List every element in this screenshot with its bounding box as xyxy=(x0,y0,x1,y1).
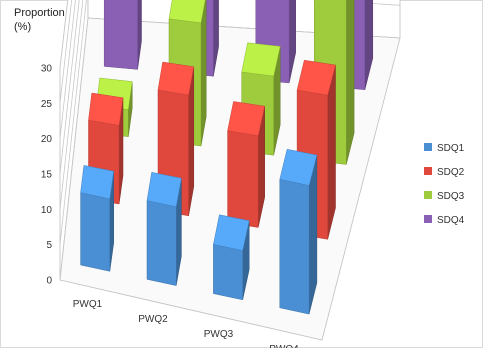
y-tick-labels: 0 5 10 15 20 25 30 xyxy=(41,64,53,287)
x-tick-label: PWQ1 xyxy=(73,299,103,310)
legend-swatch xyxy=(424,215,432,223)
bar-SDQ1-PWQ1 xyxy=(80,165,114,272)
bar-SDQ4-PWQ1 xyxy=(103,0,142,70)
y-tick-label: 0 xyxy=(46,276,52,287)
gridline xyxy=(59,0,76,139)
gridline xyxy=(59,17,401,281)
gridline xyxy=(59,0,73,104)
gridline xyxy=(59,0,80,175)
legend: SDQ1 SDQ2 SDQ3 SDQ4 xyxy=(424,143,465,226)
legend-label: SDQ4 xyxy=(437,215,465,226)
legend-label: SDQ2 xyxy=(437,167,465,178)
legend-swatch xyxy=(424,191,432,199)
legend-swatch xyxy=(424,167,432,175)
legend-swatch xyxy=(424,143,432,151)
bars xyxy=(80,0,374,315)
bar-SDQ2-PWQ3 xyxy=(227,101,266,228)
gridline xyxy=(59,0,84,210)
bar-SDQ1-PWQ3 xyxy=(213,214,250,301)
gridlines xyxy=(59,0,401,281)
y-tick-label: 15 xyxy=(41,170,53,181)
y-tick-label: 30 xyxy=(41,64,53,75)
y-tick-label: 10 xyxy=(41,205,53,216)
y-axis-label-line2: (%) xyxy=(14,21,32,33)
legend-label: SDQ3 xyxy=(437,191,465,202)
gridline xyxy=(59,0,401,245)
x-tick-label: PWQ2 xyxy=(138,314,168,325)
x-tick-label: PWQ4 xyxy=(269,344,299,348)
y-tick-label: 20 xyxy=(41,134,53,145)
category-labels: PWQ1 PWQ2 PWQ3 PWQ4 xyxy=(73,299,299,348)
bar-SDQ1-PWQ4 xyxy=(279,149,318,315)
legend-label: SDQ1 xyxy=(437,143,465,154)
bar-SDQ1-PWQ2 xyxy=(146,172,182,286)
x-tick-label: PWQ3 xyxy=(204,329,234,340)
y-tick-label: 25 xyxy=(41,99,53,110)
y-tick-label: 5 xyxy=(46,240,52,251)
